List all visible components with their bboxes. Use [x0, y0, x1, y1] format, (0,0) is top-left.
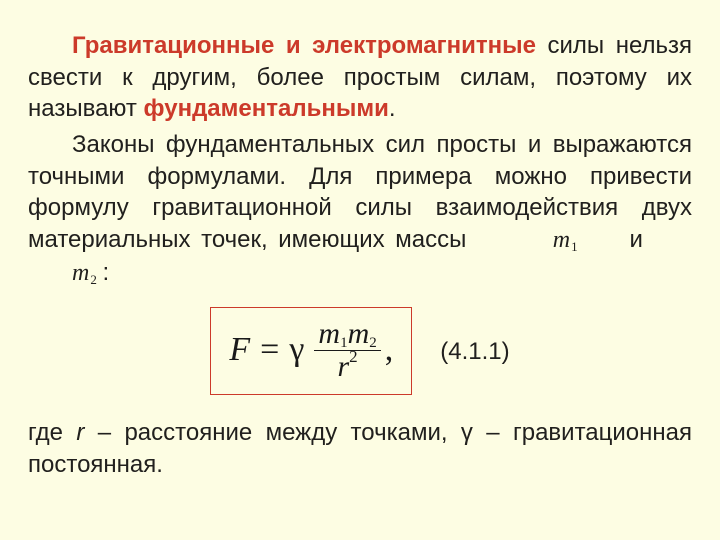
formula-fraction: m1m2 r2 [314, 318, 380, 382]
formula-gamma: γ [289, 328, 304, 373]
paragraph-2: Законы фундаментальных сил просты и выра… [28, 129, 692, 289]
fraction-numerator: m1m2 [314, 318, 380, 351]
mass-2: m2 [28, 258, 96, 290]
fraction-denominator: r2 [333, 351, 361, 383]
p2-colon: : [96, 259, 109, 286]
p3-text-1: где [28, 419, 76, 446]
formula-box: F = γ m1m2 r2 , [210, 307, 412, 395]
paragraph-3: где r – расстояние между точками, γ – гр… [28, 417, 692, 480]
equals-sign: = [260, 328, 279, 373]
p3-text-2: – расстояние между точками, γ – гравитац… [28, 419, 692, 478]
equation-number: (4.1.1) [440, 336, 509, 368]
formula-F: F [229, 328, 250, 373]
mass-1: m1 [509, 225, 577, 257]
formula-row: F = γ m1m2 r2 , (4.1.1) [28, 307, 692, 395]
p2-text-1: Законы фундаментальных сил просты и выра… [28, 131, 692, 253]
emph-fundamental: фундаментальными [144, 95, 389, 122]
paragraph-1: Гравитационные и электромагнитные силы н… [28, 30, 692, 125]
emph-gravitational-em: Гравитационные и электромагнитные [72, 32, 536, 59]
formula-comma: , [385, 328, 394, 373]
p1-text-2: . [389, 95, 396, 122]
p2-and: и [619, 226, 654, 253]
